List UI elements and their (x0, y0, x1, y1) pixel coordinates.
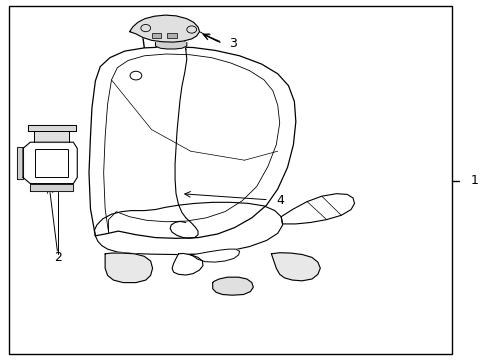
Polygon shape (172, 253, 203, 275)
Bar (151, 33, 161, 38)
Text: 3: 3 (228, 37, 236, 50)
Text: 2: 2 (54, 251, 61, 264)
Polygon shape (271, 253, 320, 281)
Polygon shape (34, 131, 69, 142)
Polygon shape (212, 277, 253, 295)
Polygon shape (28, 125, 76, 131)
Polygon shape (281, 194, 354, 224)
Polygon shape (155, 42, 186, 49)
Polygon shape (89, 47, 295, 238)
Polygon shape (17, 147, 23, 179)
Bar (35, 149, 68, 177)
Bar (167, 33, 177, 38)
Polygon shape (30, 184, 73, 191)
Text: 4: 4 (276, 194, 284, 207)
Polygon shape (23, 142, 77, 184)
Text: 1: 1 (469, 174, 477, 187)
Polygon shape (129, 15, 199, 42)
Polygon shape (94, 202, 282, 255)
Polygon shape (105, 253, 152, 283)
Polygon shape (190, 249, 239, 262)
